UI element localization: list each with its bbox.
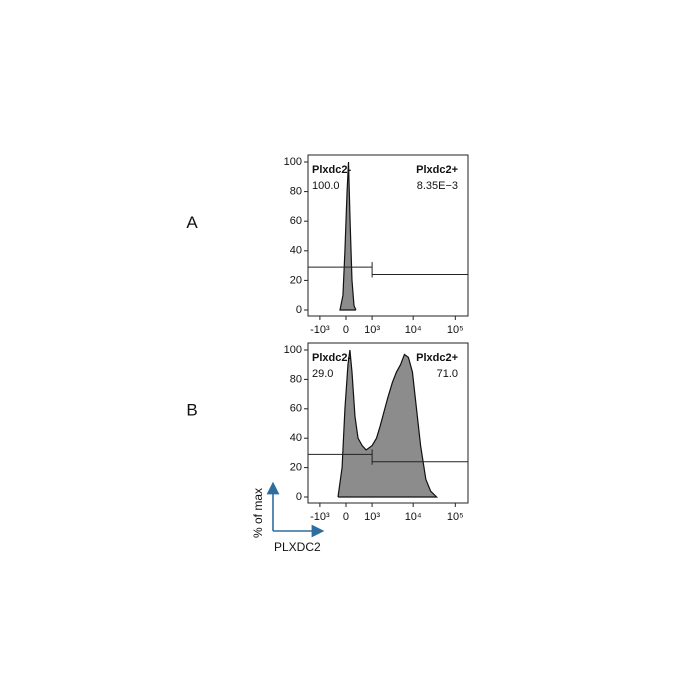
panel-label: B xyxy=(186,400,197,419)
gate-name: Plxdc2+ xyxy=(416,352,458,364)
y-tick-label: 60 xyxy=(290,215,302,227)
y-tick-label: 80 xyxy=(290,373,302,385)
x-tick-label: 10³ xyxy=(364,324,380,336)
x-axis-title: PLXDC2 xyxy=(274,540,321,554)
gate-value: 71.0 xyxy=(437,368,458,380)
y-axis-title: % of max xyxy=(251,488,265,538)
y-tick-label: 0 xyxy=(296,491,302,503)
x-tick-label: 10⁴ xyxy=(405,324,422,336)
y-tick-label: 80 xyxy=(290,186,302,198)
histogram-area xyxy=(337,349,439,498)
x-tick-label: -10³ xyxy=(310,324,330,336)
gate-name: Plxdc2- xyxy=(312,164,351,176)
gate-name: Plxdc2- xyxy=(312,352,351,364)
y-tick-label: 20 xyxy=(290,274,302,286)
x-tick-label: 10⁵ xyxy=(447,324,464,336)
plot-frame xyxy=(307,342,469,504)
gate-name: Plxdc2+ xyxy=(416,164,458,176)
gate-value: 29.0 xyxy=(312,368,333,380)
y-tick-label: 100 xyxy=(284,156,302,168)
y-tick-label: 0 xyxy=(296,304,302,316)
x-tick-label: 10⁵ xyxy=(447,511,464,523)
x-tick-label: 10⁴ xyxy=(405,511,422,523)
y-tick-label: 40 xyxy=(290,432,302,444)
x-tick-label: 10³ xyxy=(364,511,380,523)
y-tick-label: 100 xyxy=(284,344,302,356)
y-tick-label: 40 xyxy=(290,245,302,257)
x-tick-label: 0 xyxy=(343,324,349,336)
x-tick-label: 0 xyxy=(343,511,349,523)
gate-value: 100.0 xyxy=(312,180,340,192)
gate-value: 8.35E−3 xyxy=(417,180,458,192)
panel-label: A xyxy=(186,213,198,232)
x-tick-label: -10³ xyxy=(310,511,330,523)
y-tick-label: 60 xyxy=(290,403,302,415)
plot-frame xyxy=(307,154,469,317)
histogram-area xyxy=(339,161,357,311)
y-tick-label: 20 xyxy=(290,462,302,474)
